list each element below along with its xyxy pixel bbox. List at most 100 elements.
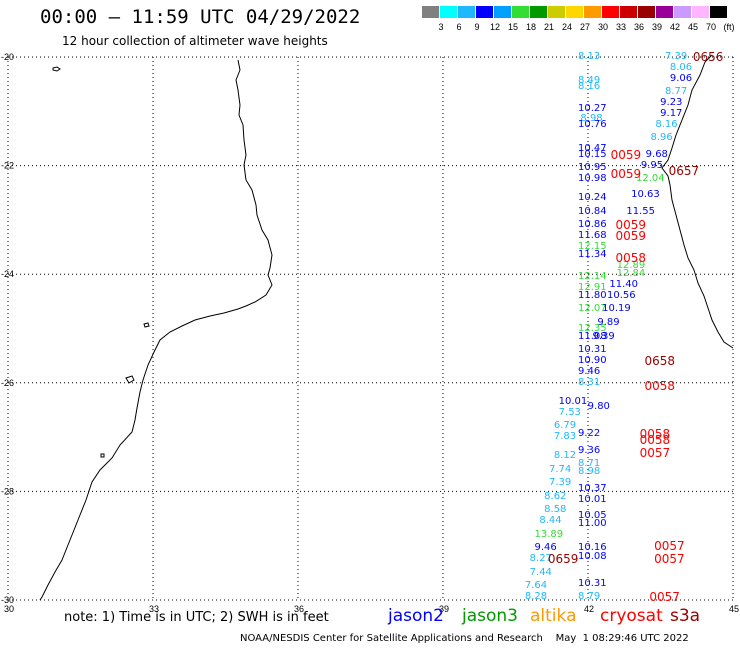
chart-subtitle: 12 hour collection of altimeter wave hei… [62, 34, 328, 48]
scale-swatch [710, 6, 727, 18]
wave-height-label: 12.07 [578, 303, 607, 315]
wave-height-label: 10.37 [578, 482, 607, 494]
wave-height-label: 8.96 [650, 132, 673, 144]
island [143, 322, 150, 328]
wave-height-label: 12.84 [616, 268, 646, 280]
scale-swatch [584, 6, 601, 18]
lat-tick-label: -28 [1, 486, 14, 496]
scale-swatch [674, 6, 691, 18]
wave-height-label: 10.90 [578, 355, 607, 367]
wave-height-label: 8.62 [544, 490, 567, 502]
legend-altika: altika [530, 606, 577, 626]
scale-label: 3 [438, 22, 444, 32]
wave-height-label: 10.01 [578, 493, 607, 505]
units-note: note: 1) Time is in UTC; 2) SWH is in fe… [64, 610, 329, 625]
wave-height-label: 8.13 [578, 51, 601, 62]
wave-height-label: 8.71 [578, 458, 601, 470]
wave-height-label: 7.53 [558, 406, 581, 418]
legend-cryosat: cryosat [600, 606, 663, 626]
lat-tick-label: -26 [1, 378, 14, 388]
lon-tick-label: 45 [729, 604, 739, 614]
lon-tick-label: 33 [149, 604, 159, 614]
wave-height-label: 8.79 [578, 591, 601, 603]
wave-height-label: 12.04 [636, 173, 665, 185]
pass-time-label: 0057 [639, 446, 671, 461]
pass-time-label: 0658 [644, 354, 676, 369]
wave-height-label: 7.74 [549, 463, 572, 475]
wave-height-label: 10.05 [578, 509, 607, 521]
wave-height-label: 8.49 [578, 75, 601, 87]
wave-height-label: 8.12 [553, 450, 577, 462]
scale-swatch [656, 6, 673, 18]
wave-height-label: 11.08 [578, 330, 607, 342]
wave-height-label: 7.39 [665, 51, 688, 62]
lat-tick-label: -20 [1, 52, 14, 62]
scale-label: 9 [474, 22, 480, 32]
wave-height-label: 8.16 [655, 118, 678, 130]
pass-time-label: 0057 [654, 552, 685, 567]
wave-height-label: 8.16 [578, 80, 601, 92]
wave-height-label: 6.79 [553, 420, 577, 432]
pass-time-label: 0058 [615, 250, 647, 265]
pass-time-label: 0057 [654, 538, 685, 553]
scale-label: 39 [651, 22, 662, 32]
wave-height-label: 11.34 [578, 249, 607, 261]
island [125, 375, 135, 384]
scale-label: 18 [525, 22, 536, 32]
wave-height-label: 10.86 [578, 219, 607, 231]
wave-height-label: 8.77 [665, 86, 688, 98]
scale-swatch [494, 6, 511, 18]
scale-label: 30 [597, 22, 608, 32]
scale-label: 21 [543, 22, 554, 32]
scale-swatch [620, 6, 637, 18]
scale-swatch [530, 6, 547, 18]
wave-height-label: 10.56 [607, 289, 636, 301]
pass-time-label: 0656 [692, 50, 724, 64]
wave-height-label: 9.68 [645, 148, 668, 160]
scale-label: 6 [456, 22, 462, 32]
pass-time-label: 0059 [610, 166, 642, 181]
wave-height-label: 10.31 [578, 344, 607, 356]
wave-height-label: 12.15 [578, 241, 607, 253]
wave-height-label: 10.27 [578, 102, 607, 114]
wave-height-label: 10.84 [578, 205, 607, 217]
wave-height-label: 7.39 [549, 477, 572, 489]
wave-height-label: 12.91 [578, 281, 607, 293]
wave-height-label: 8.06 [669, 61, 693, 73]
scale-swatch [638, 6, 655, 18]
pass-time-label: 0059 [615, 218, 647, 233]
wave-height-label: 9.46 [578, 365, 601, 377]
pass-time-label: 0659 [547, 552, 579, 567]
wave-height-label: 10.01 [558, 395, 588, 407]
madagascar-coastline [661, 54, 734, 349]
wave-height-label: 10.63 [631, 189, 660, 201]
lon-tick-label: 42 [584, 604, 594, 614]
wave-height-label: 8.28 [524, 591, 548, 603]
pass-time-label: 0059 [615, 229, 647, 244]
lat-tick-label: -24 [1, 269, 14, 279]
scale-label: 12 [489, 22, 500, 32]
gridlines [7, 56, 734, 601]
lat-tick-label: -30 [1, 595, 14, 605]
pass-time-label: 0057 [649, 590, 680, 605]
chart-title: 00:00 – 11:59 UTC 04/29/2022 [40, 6, 361, 28]
legend-jason2: jason2 [388, 606, 444, 626]
wave-height-label: 10.47 [578, 143, 607, 155]
wave-height-label: 13.89 [534, 528, 564, 540]
wave-height-label: 9.17 [660, 108, 683, 119]
wave-height-label: 8.98 [578, 466, 601, 478]
wave-height-label: 10.19 [602, 303, 631, 315]
wave-height-label: 12.35 [578, 322, 607, 334]
wave-height-label: 11.68 [578, 230, 607, 242]
scale-label: 36 [633, 22, 644, 32]
wave-height-label: 11.40 [609, 279, 639, 291]
pass-time-label: 0059 [610, 147, 642, 162]
wave-height-label: 8.31 [578, 376, 601, 388]
wave-height-label: 10.31 [578, 577, 607, 589]
wave-height-label: 8.58 [544, 504, 567, 516]
wave-height-label: 12.89 [616, 260, 646, 272]
wave-height-label: 12.14 [578, 270, 607, 282]
scale-swatch [602, 6, 619, 18]
